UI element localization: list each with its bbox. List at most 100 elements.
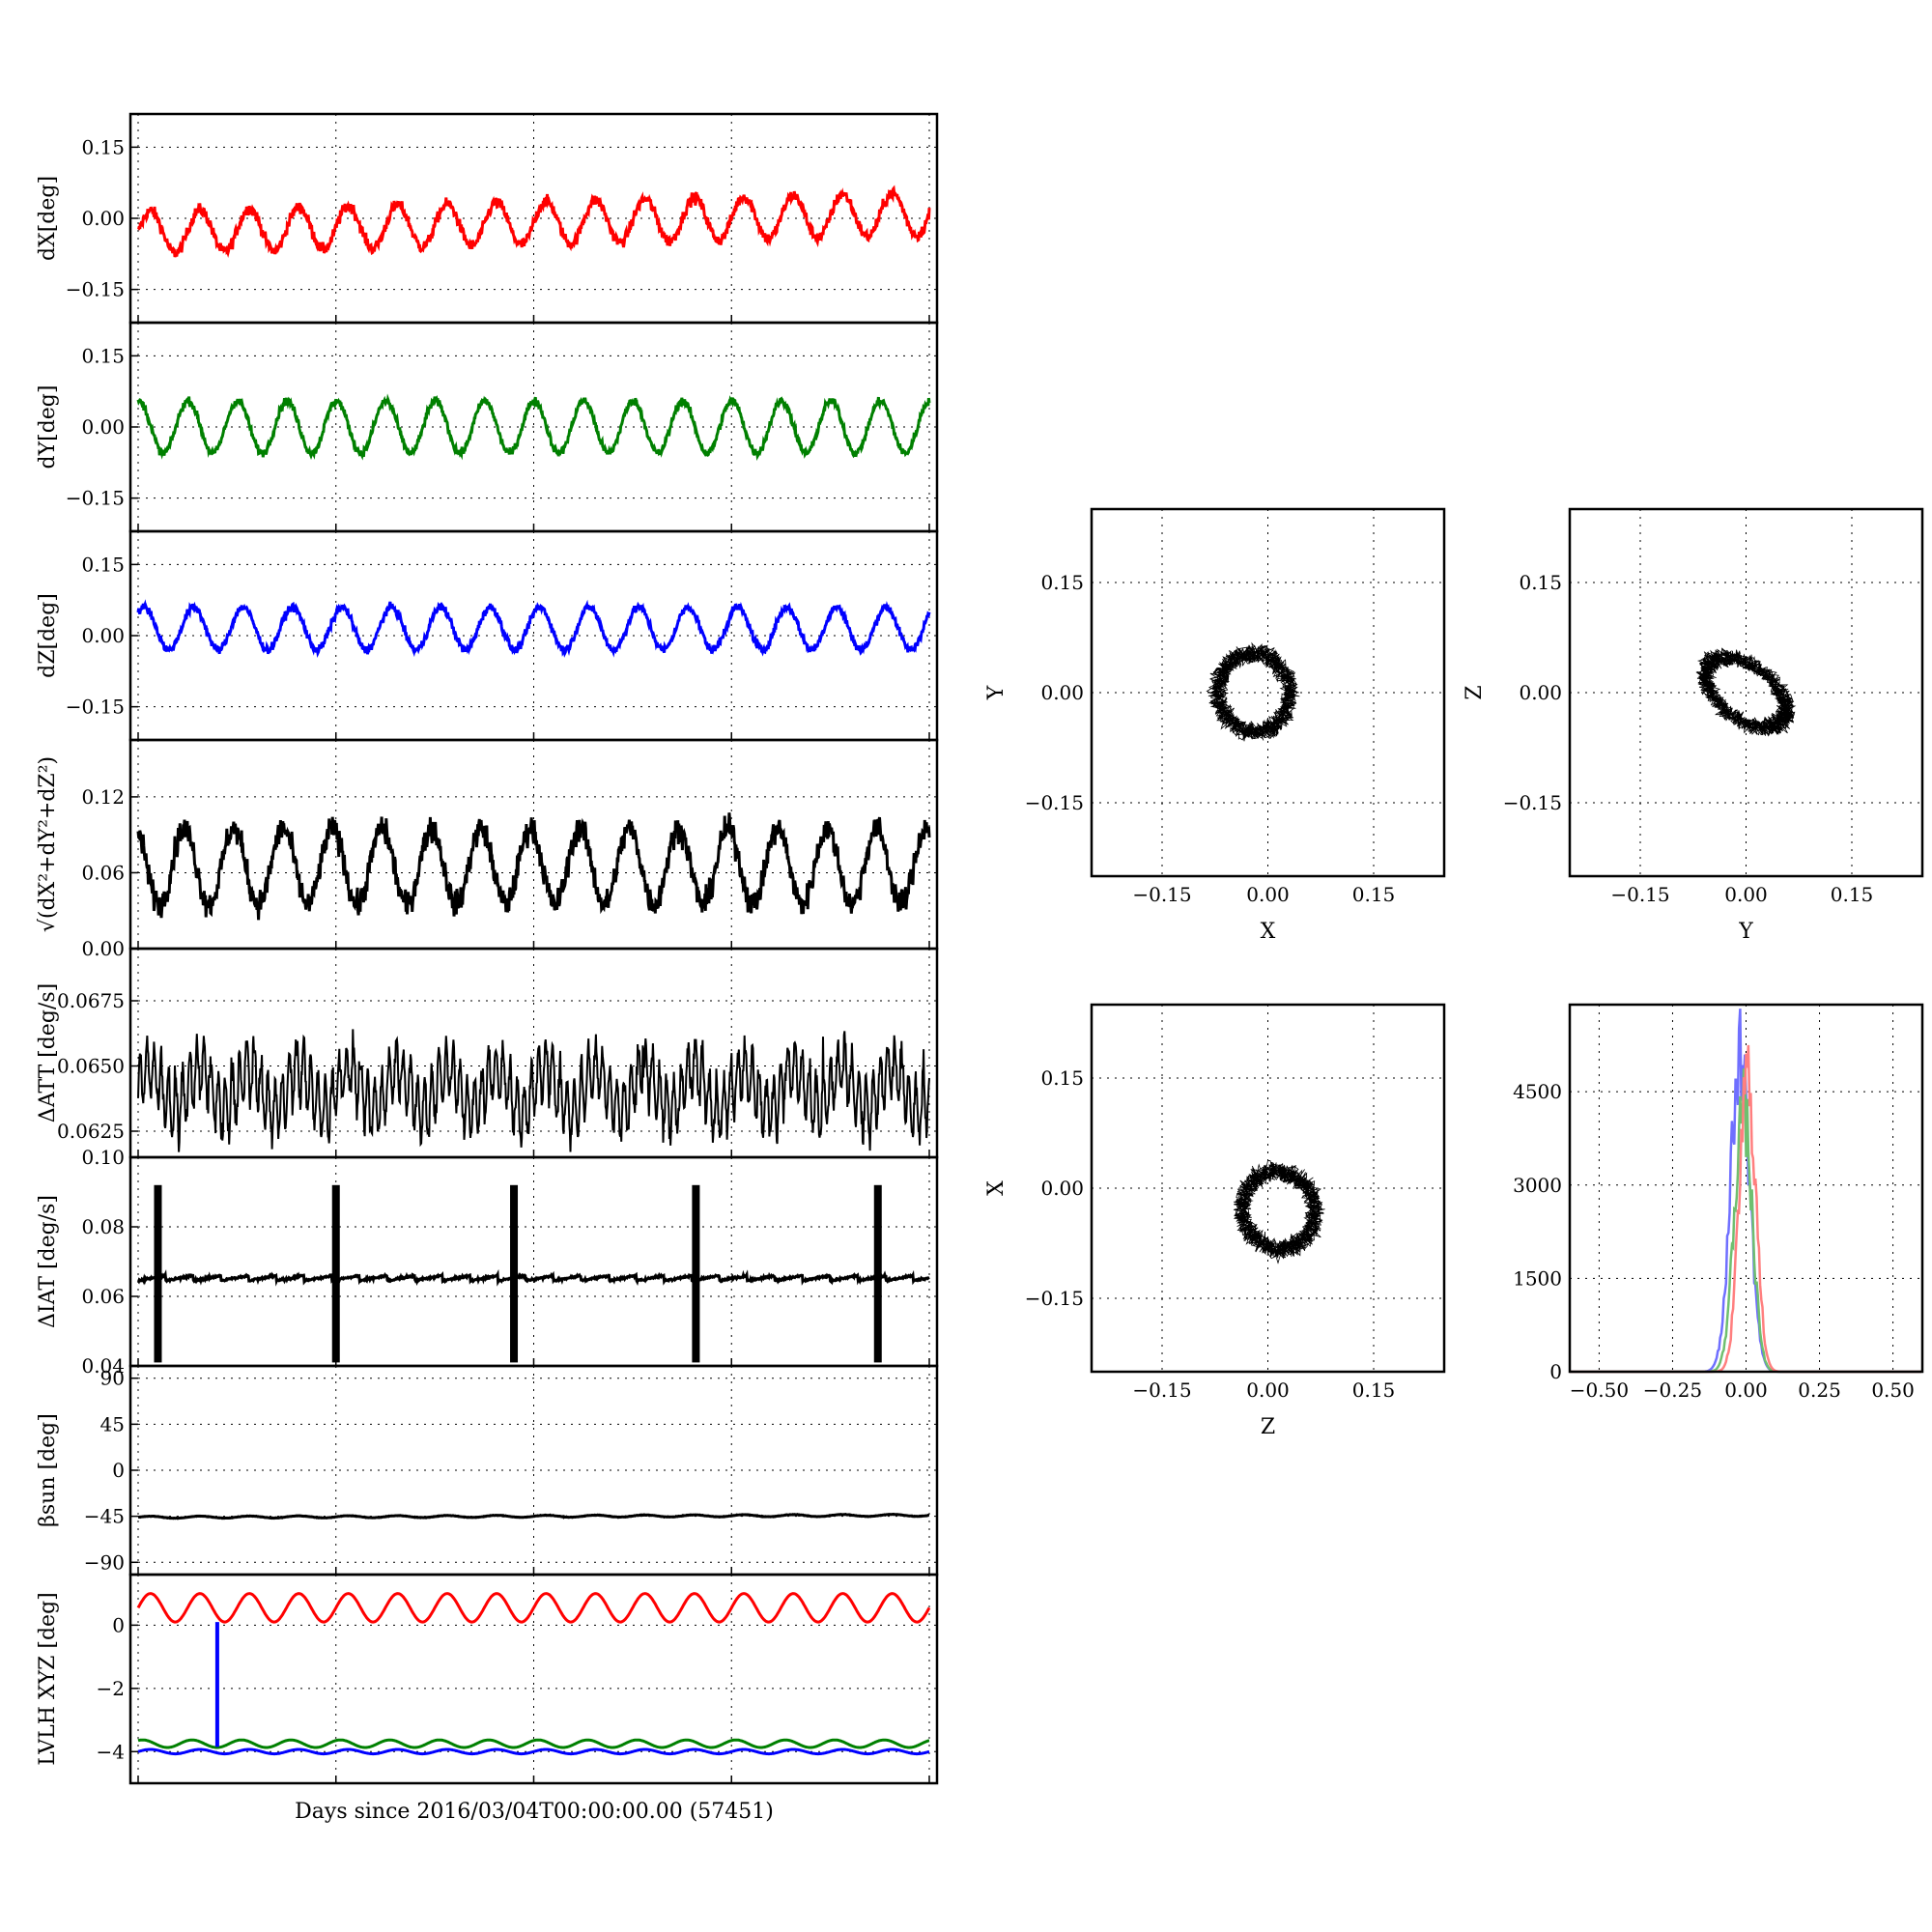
dmag-ylabel: √(dX²+dY²+dZ²): [36, 756, 60, 932]
xtick-label: −0.50: [1570, 1378, 1629, 1402]
ytick-label: 45: [100, 1412, 125, 1435]
diat-series-0: [136, 1268, 930, 1287]
ytick-label: 0.06: [81, 861, 125, 884]
ytick-label: 0.08: [81, 1215, 125, 1238]
yz-frame: [1568, 507, 1924, 878]
panel-beta: −90 −45 0 45 90 βsun [deg]: [36, 1364, 939, 1577]
xtick-label: −0.15: [1610, 883, 1669, 906]
ytick-label: −0.15: [66, 487, 125, 510]
datt-ylabel: ΔATT [deg/s]: [36, 983, 60, 1122]
diat-ylabel: ΔIAT [deg/s]: [36, 1195, 60, 1328]
ytick-label: 0.0625: [57, 1120, 125, 1143]
panel-dmag: 0.00 0.06 0.12 √(dX²+dY²+dZ²): [36, 738, 939, 960]
ytick-label: 0.15: [81, 344, 125, 367]
dy-series-0: [136, 393, 931, 461]
zx-frame: [1090, 1003, 1446, 1374]
yz-ylabel: Z: [1463, 685, 1487, 699]
ytick-label: 0.00: [1519, 681, 1562, 704]
xy-frame: [1090, 507, 1446, 878]
panel-lvlh: −4 −2 0 LVLH XYZ [deg]: [36, 1573, 939, 1785]
zx-ylabel: X: [984, 1180, 1009, 1196]
ytick-label: 90: [100, 1367, 125, 1390]
xy-scatter-trace: [1206, 641, 1300, 742]
ytick-label: 0.00: [81, 937, 125, 960]
ytick-label: 0.04: [81, 1354, 125, 1378]
xtick-label: 0.15: [1831, 883, 1874, 906]
lvlh-series-1: [137, 1738, 930, 1749]
ytick-label: 0.0650: [57, 1055, 125, 1078]
diat-spike: [692, 1184, 700, 1363]
xy-ylabel: Y: [984, 685, 1009, 700]
lvlh-series-0: [136, 1592, 931, 1624]
dx-series-0: [136, 185, 931, 258]
hist-series-2: [1570, 1044, 1921, 1374]
panel-yz: −0.15 −0.15 0.00 0.00 0.15 0.15 Y Z: [1463, 507, 1924, 944]
xtick-label: 0.15: [1352, 883, 1396, 906]
xtick-label: 0.25: [1798, 1378, 1841, 1402]
dy-ylabel: dY[deg]: [36, 385, 60, 469]
lvlh-series-2: [137, 1747, 930, 1756]
zx-scatter-trace: [1233, 1159, 1325, 1264]
ytick-label: −0.15: [66, 278, 125, 301]
dx-ylabel: dX[deg]: [36, 176, 60, 261]
ytick-label: 0.00: [81, 624, 125, 647]
time-xlabel: Days since 2016/03/04T00:00:00.00 (57451…: [295, 1800, 774, 1824]
ytick-label: 4500: [1513, 1080, 1562, 1103]
ytick-label: −0.15: [1503, 791, 1562, 814]
hist-frame: [1568, 1003, 1924, 1374]
lvlh-ylabel: LVLH XYZ [deg]: [36, 1592, 60, 1766]
beta-series-0: [137, 1512, 930, 1520]
xtick-label: 0.00: [1246, 883, 1290, 906]
xtick-label: −0.25: [1643, 1378, 1702, 1402]
xtick-label: 0.15: [1352, 1378, 1396, 1402]
xtick-label: 0.00: [1724, 883, 1768, 906]
ytick-label: −2: [97, 1677, 125, 1700]
xtick-label: −0.15: [1132, 883, 1191, 906]
ytick-label: 0.15: [81, 135, 125, 158]
panel-dy: −0.15 0.00 0.15 dY[deg]: [36, 321, 939, 533]
ytick-label: 0.15: [81, 553, 125, 576]
ytick-label: 1500: [1513, 1266, 1562, 1290]
xtick-label: 0.50: [1871, 1378, 1915, 1402]
xtick-label: 0.00: [1724, 1378, 1768, 1402]
ytick-label: 0.0675: [57, 989, 125, 1012]
hist-series-1: [1570, 1068, 1921, 1374]
yz-scatter-trace: [1695, 647, 1797, 737]
ytick-label: 0.10: [81, 1146, 125, 1169]
ytick-label: 0.15: [1040, 571, 1084, 594]
ytick-label: −45: [84, 1505, 125, 1528]
ytick-label: −4: [97, 1740, 125, 1763]
ytick-label: 0.06: [81, 1285, 125, 1308]
diat-spike: [510, 1184, 519, 1363]
xtick-label: −0.15: [1132, 1378, 1191, 1402]
ytick-label: 0: [112, 1613, 125, 1636]
diat-spike: [154, 1184, 162, 1363]
zx-xlabel: Z: [1261, 1415, 1275, 1439]
beta-ylabel: βsun [deg]: [36, 1413, 60, 1527]
yz-xlabel: Y: [1738, 920, 1753, 944]
panel-hist: −0.50 −0.25 0.00 0.25 0.50 0 1500 3000 4500: [1513, 1003, 1924, 1402]
ytick-label: 0.00: [81, 415, 125, 439]
ytick-label: 0.00: [81, 207, 125, 230]
ytick-label: −90: [84, 1550, 125, 1574]
panel-zx: −0.15 −0.15 0.00 0.00 0.15 0.15 Z X: [984, 1003, 1446, 1439]
dmag-series-0: [136, 812, 931, 921]
datt-series-0: [137, 1029, 930, 1152]
ytick-label: 3000: [1513, 1174, 1562, 1197]
ytick-label: 0: [1549, 1360, 1562, 1383]
ytick-label: 0.15: [1040, 1066, 1084, 1090]
ytick-label: 0: [112, 1459, 125, 1482]
xy-xlabel: X: [1261, 920, 1276, 944]
ytick-label: 0.15: [1519, 571, 1562, 594]
xtick-label: 0.00: [1246, 1378, 1290, 1402]
panel-xy: −0.15 −0.15 0.00 0.00 0.15 0.15 X Y: [984, 507, 1446, 944]
diat-spike: [873, 1184, 882, 1363]
dz-series-0: [136, 599, 931, 658]
panel-dx: −0.15 0.00 0.15 dX[deg]: [36, 112, 939, 325]
ytick-label: 0.00: [1040, 681, 1084, 704]
diat-spike: [331, 1184, 340, 1363]
ytick-label: 0.12: [81, 785, 125, 809]
ytick-label: −0.15: [1025, 1287, 1084, 1310]
